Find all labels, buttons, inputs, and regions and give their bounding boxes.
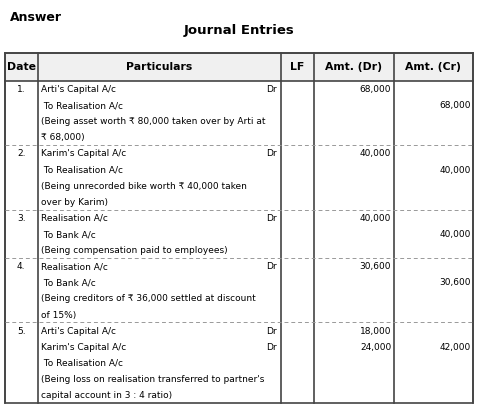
Text: Dr: Dr <box>266 343 276 352</box>
Text: Arti's Capital A/c: Arti's Capital A/c <box>42 327 117 336</box>
Text: Realisation A/c: Realisation A/c <box>42 262 109 271</box>
Text: ₹ 68,000): ₹ 68,000) <box>42 133 85 142</box>
Text: capital account in 3 : 4 ratio): capital account in 3 : 4 ratio) <box>42 391 173 400</box>
Text: 42,000: 42,000 <box>440 343 471 352</box>
Text: of 15%): of 15%) <box>42 311 76 319</box>
Text: To Realisation A/c: To Realisation A/c <box>42 166 123 175</box>
Text: 40,000: 40,000 <box>439 230 471 239</box>
Text: To Bank A/c: To Bank A/c <box>42 278 96 287</box>
Text: To Bank A/c: To Bank A/c <box>42 230 96 239</box>
Text: LF: LF <box>291 62 304 72</box>
Text: (Being loss on realisation transferred to partner's: (Being loss on realisation transferred t… <box>42 375 265 384</box>
Text: 5.: 5. <box>17 327 25 336</box>
Text: Amt. (Dr): Amt. (Dr) <box>325 62 382 72</box>
Text: 24,000: 24,000 <box>360 343 391 352</box>
Text: (Being creditors of ₹ 36,000 settled at discount: (Being creditors of ₹ 36,000 settled at … <box>42 295 256 304</box>
Bar <box>5 53 473 403</box>
Text: 40,000: 40,000 <box>360 149 391 158</box>
Text: Dr: Dr <box>266 214 276 223</box>
Text: (Being compensation paid to employees): (Being compensation paid to employees) <box>42 246 228 255</box>
Text: Karim's Capital A/c: Karim's Capital A/c <box>42 149 127 158</box>
Text: 18,000: 18,000 <box>360 327 391 336</box>
Text: To Realisation A/c: To Realisation A/c <box>42 359 123 368</box>
Text: 40,000: 40,000 <box>360 214 391 223</box>
Text: Dr: Dr <box>266 327 276 336</box>
Text: over by Karim): over by Karim) <box>42 198 109 207</box>
Text: Journal Entries: Journal Entries <box>184 24 294 37</box>
Text: Dr: Dr <box>266 85 276 94</box>
Bar <box>5 53 473 81</box>
Text: (Being unrecorded bike worth ₹ 40,000 taken: (Being unrecorded bike worth ₹ 40,000 ta… <box>42 182 247 190</box>
Text: 30,600: 30,600 <box>360 262 391 271</box>
Text: 68,000: 68,000 <box>360 85 391 94</box>
Text: (Being asset worth ₹ 80,000 taken over by Arti at: (Being asset worth ₹ 80,000 taken over b… <box>42 117 266 126</box>
Text: 1.: 1. <box>17 85 25 94</box>
Text: 40,000: 40,000 <box>439 166 471 175</box>
Text: Realisation A/c: Realisation A/c <box>42 214 109 223</box>
Text: 68,000: 68,000 <box>439 101 471 110</box>
Text: 2.: 2. <box>17 149 25 158</box>
Text: 3.: 3. <box>17 214 25 223</box>
Text: Particulars: Particulars <box>126 62 193 72</box>
Text: Answer: Answer <box>10 11 62 24</box>
Text: 30,600: 30,600 <box>439 278 471 287</box>
Text: Dr: Dr <box>266 262 276 271</box>
Text: 4.: 4. <box>17 262 25 271</box>
Text: To Realisation A/c: To Realisation A/c <box>42 101 123 110</box>
Text: Dr: Dr <box>266 149 276 158</box>
Text: Amt. (Cr): Amt. (Cr) <box>405 62 461 72</box>
Text: Karim's Capital A/c: Karim's Capital A/c <box>42 343 127 352</box>
Text: Date: Date <box>7 62 36 72</box>
Text: Arti's Capital A/c: Arti's Capital A/c <box>42 85 117 94</box>
